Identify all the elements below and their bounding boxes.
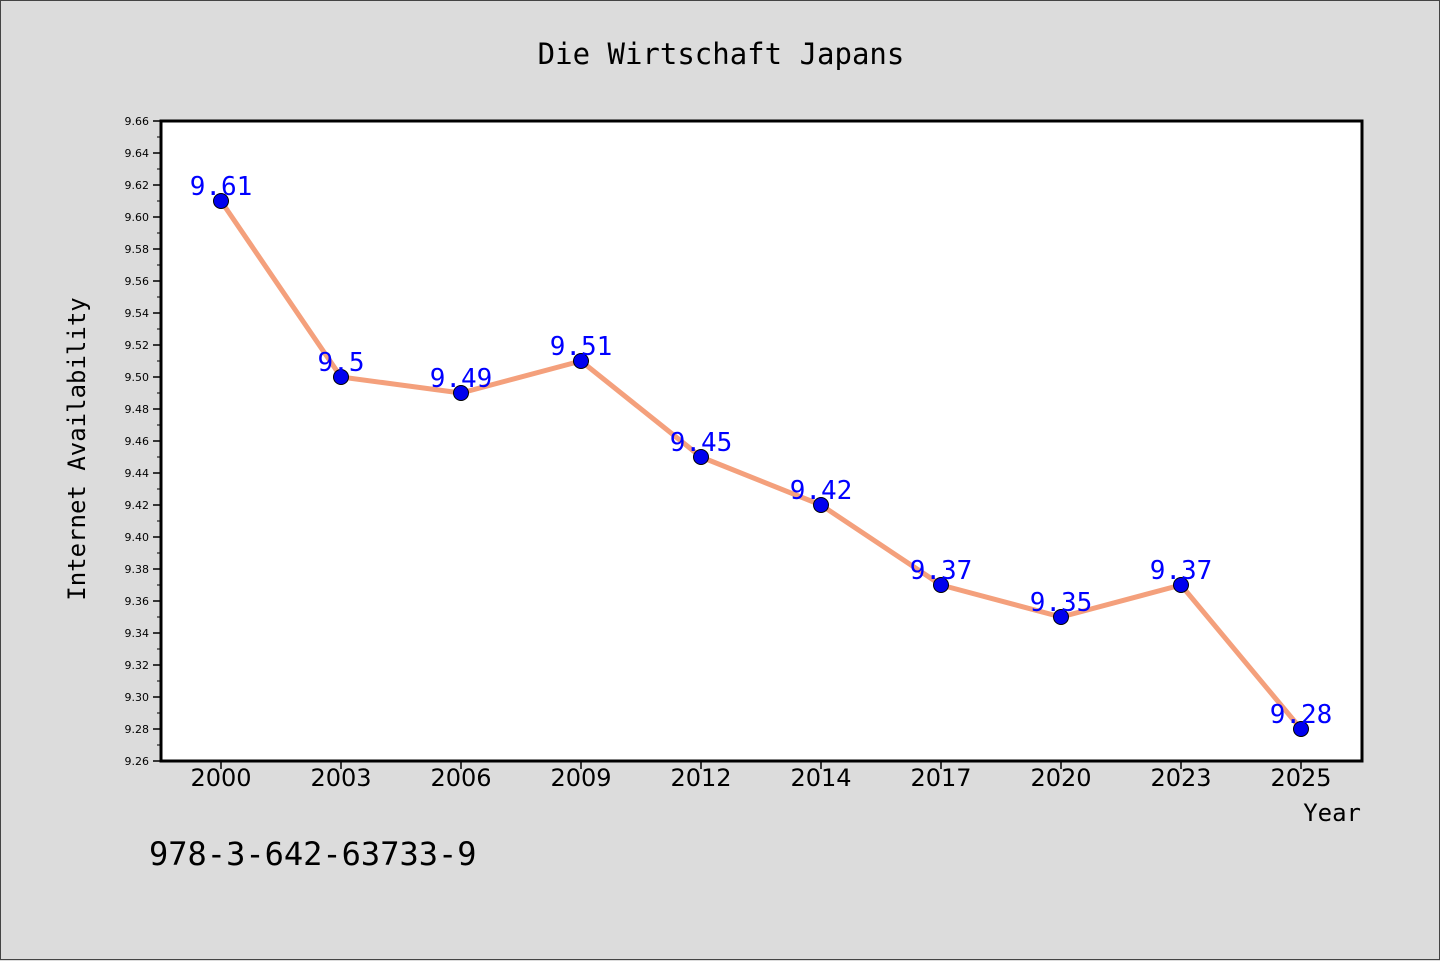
y-tick-label: 9.56 <box>125 275 150 288</box>
y-tick-label: 9.26 <box>125 755 150 768</box>
data-point-label: 9.51 <box>550 332 613 362</box>
data-point-label: 9.45 <box>670 428 733 458</box>
chart-title: Die Wirtschaft Japans <box>538 37 905 71</box>
x-tick-label: 2014 <box>790 764 851 792</box>
x-tick-label: 2025 <box>1270 764 1331 792</box>
data-point-marker <box>1173 577 1189 593</box>
data-point-marker <box>933 577 949 593</box>
data-point-marker <box>333 369 349 385</box>
y-tick-label: 9.48 <box>125 403 150 416</box>
y-tick-label: 9.28 <box>125 723 150 736</box>
x-axis-label: Year <box>1303 799 1361 827</box>
y-tick-label: 9.58 <box>125 243 150 256</box>
plot-area <box>159 119 1364 763</box>
data-point-label: 9.42 <box>790 476 853 506</box>
y-tick-label: 9.52 <box>125 339 150 352</box>
series-line <box>218 198 1304 732</box>
isbn-annotation: 978-3-642-63733-9 <box>149 835 477 873</box>
data-point-label: 9.37 <box>1150 556 1213 586</box>
data-point-label: 9.37 <box>910 556 973 586</box>
y-axis-label: Internet Availability <box>63 297 91 600</box>
y-axis: 9.26 9.28 9.30 9.32 9.34 9.36 9.38 9.40 9.42 9.44… <box>125 115 161 768</box>
data-point-marker <box>573 353 589 369</box>
data-point-marker <box>453 385 469 401</box>
data-point-marker <box>813 497 829 513</box>
data-series: 9.61 9.5 9.49 9.51 9.45 9.42 9.37 9.35 9.37 9.28 <box>190 172 1333 737</box>
x-tick-label: 2006 <box>430 764 491 792</box>
x-tick-label: 2003 <box>310 764 371 792</box>
y-tick-label: 9.40 <box>125 531 150 544</box>
data-point-label: 9.61 <box>190 172 253 202</box>
x-tick-label: 2020 <box>1030 764 1091 792</box>
x-tick-label: 2000 <box>190 764 251 792</box>
y-tick-label: 9.44 <box>125 467 150 480</box>
y-tick-label: 9.46 <box>125 435 150 448</box>
x-axis: 2000 2003 2006 2009 2012 2014 2017 2020 2023 2025 <box>190 761 1332 792</box>
x-tick-label: 2023 <box>1150 764 1211 792</box>
y-tick-label: 9.32 <box>125 659 150 672</box>
x-tick-label: 2017 <box>910 764 971 792</box>
data-point-marker <box>1053 609 1069 625</box>
y-tick-label: 9.50 <box>125 371 150 384</box>
y-tick-label: 9.36 <box>125 595 150 608</box>
x-tick-label: 2009 <box>550 764 611 792</box>
y-tick-label: 9.34 <box>125 627 150 640</box>
data-point-label: 9.35 <box>1030 588 1093 618</box>
y-tick-label: 9.30 <box>125 691 150 704</box>
y-tick-label: 9.42 <box>125 499 150 512</box>
y-tick-label: 9.62 <box>125 179 150 192</box>
data-point-marker <box>1293 721 1309 737</box>
data-point-marker <box>693 449 709 465</box>
y-tick-label: 9.60 <box>125 211 150 224</box>
y-tick-label: 9.54 <box>125 307 150 320</box>
y-tick-label: 9.64 <box>125 147 150 160</box>
y-tick-label: 9.66 <box>125 115 150 128</box>
x-tick-label: 2012 <box>670 764 731 792</box>
data-point-marker <box>213 193 229 209</box>
data-point-label: 9.5 <box>318 348 365 378</box>
y-tick-label: 9.38 <box>125 563 150 576</box>
data-point-label: 9.28 <box>1270 700 1333 730</box>
data-point-label: 9.49 <box>430 364 493 394</box>
